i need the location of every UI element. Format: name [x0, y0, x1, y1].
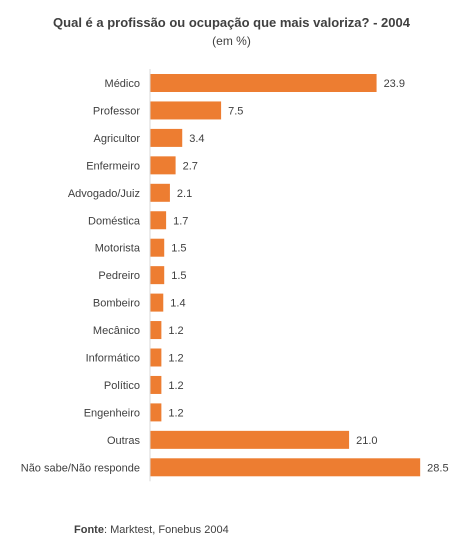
bar [150, 74, 377, 92]
category-label: Agricultor [94, 133, 141, 145]
bar [150, 266, 165, 285]
category-label: Enfermeiro [86, 160, 140, 172]
category-label: Político [104, 380, 140, 392]
bar [150, 403, 162, 422]
value-label: 1.2 [168, 325, 183, 337]
bar [150, 156, 176, 175]
bar [150, 458, 421, 477]
category-label: Mecânico [93, 325, 140, 337]
value-label: 21.0 [356, 435, 377, 447]
bar [150, 430, 350, 449]
bar [150, 128, 183, 147]
category-label: Não sabe/Não responde [21, 462, 140, 474]
value-label: 28.5 [427, 462, 448, 474]
source-text: : Marktest, Fonebus 2004 [103, 524, 229, 536]
bar [150, 321, 162, 340]
value-label: 2.7 [183, 160, 198, 172]
bar [150, 238, 165, 257]
category-label: Professor [93, 105, 140, 117]
bar [150, 293, 164, 312]
value-label: 1.2 [168, 380, 183, 392]
bar [150, 183, 170, 202]
category-label: Doméstica [88, 215, 141, 227]
value-label: 1.7 [173, 215, 188, 227]
value-label: 23.9 [384, 78, 405, 90]
value-label: 7.5 [228, 105, 243, 117]
value-label: 1.5 [171, 270, 186, 282]
value-label: 2.1 [177, 188, 192, 200]
chart-subtitle: (em %) [212, 34, 251, 48]
source-note: Fonte: Marktest, Fonebus 2004 [74, 524, 229, 536]
value-label: 1.4 [170, 298, 185, 310]
category-label: Informático [86, 353, 140, 365]
value-label: 1.5 [171, 243, 186, 255]
value-label: 1.2 [168, 353, 183, 365]
bar [150, 375, 162, 394]
bar [150, 101, 222, 120]
category-label: Pedreiro [98, 270, 140, 282]
category-label: Médico [105, 78, 140, 90]
source-label: Fonte [74, 524, 104, 536]
bar [150, 348, 162, 367]
value-label: 3.4 [189, 133, 204, 145]
category-label: Engenheiro [84, 407, 140, 419]
value-label: 1.2 [168, 407, 183, 419]
chart-title: Qual é a profissão ou ocupação que mais … [53, 15, 410, 30]
category-label: Advogado/Juiz [68, 188, 140, 200]
bar [150, 211, 167, 230]
category-label: Outras [107, 435, 141, 447]
category-label: Motorista [95, 243, 141, 255]
category-label: Bombeiro [93, 298, 140, 310]
